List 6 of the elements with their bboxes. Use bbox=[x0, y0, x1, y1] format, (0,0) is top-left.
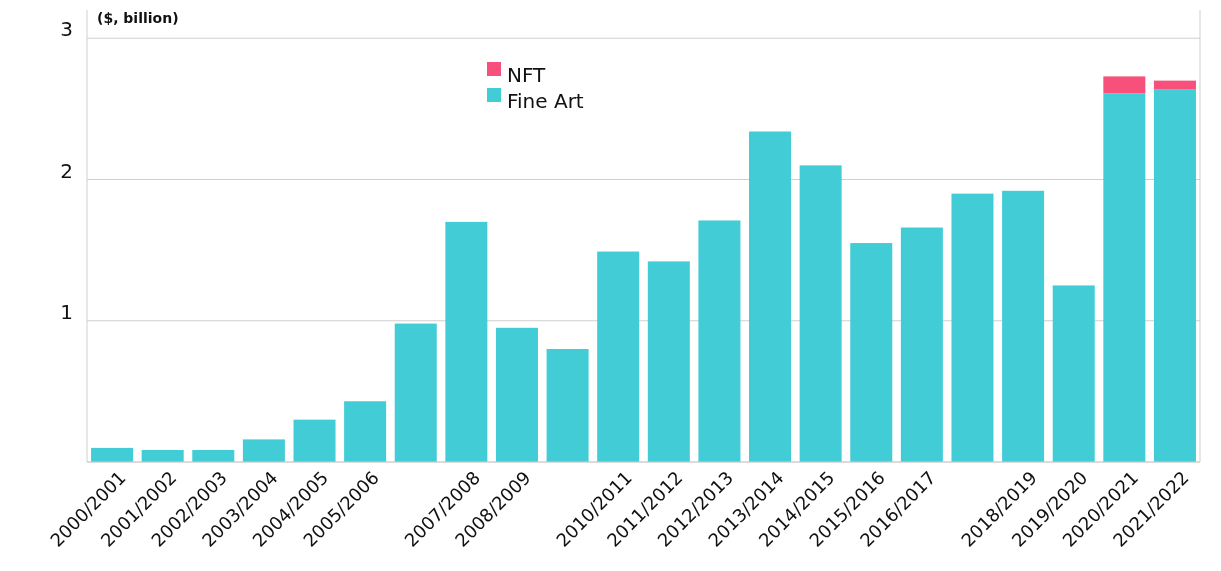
y-axis-title: ($, billion) bbox=[97, 10, 179, 26]
y-tick-label: 3 bbox=[60, 17, 73, 42]
legend-label: NFT bbox=[507, 63, 547, 87]
legend-label: Fine Art bbox=[507, 89, 584, 113]
y-tick-label: 2 bbox=[60, 158, 73, 183]
y-tick-label: 1 bbox=[60, 299, 73, 324]
